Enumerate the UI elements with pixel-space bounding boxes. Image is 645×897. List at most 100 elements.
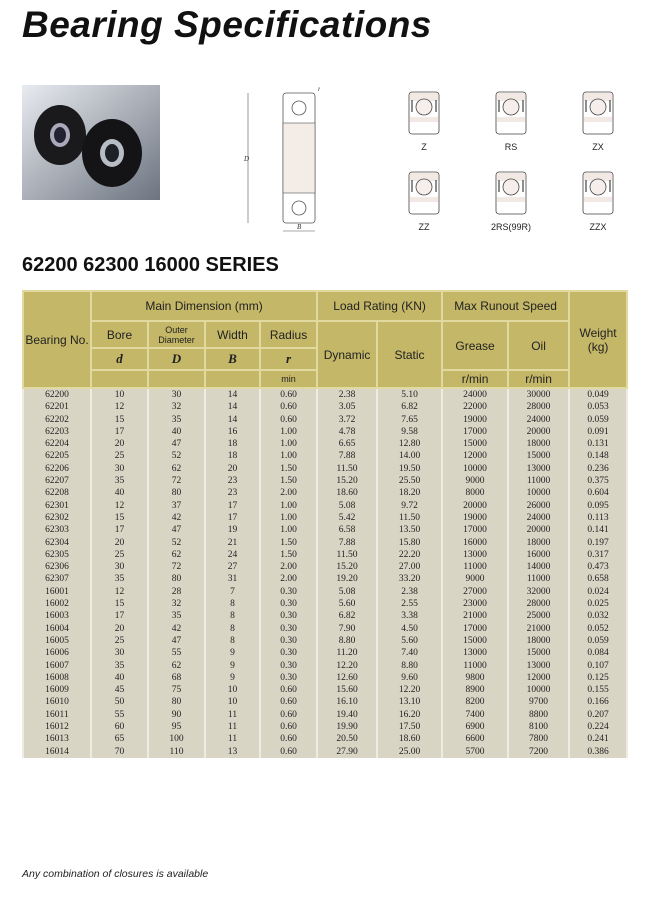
bearing-dimension-diagram: D d B r — [243, 85, 320, 232]
table-row: 62207 35 72 23 1.50 15.20 25.50 9000 11000 0.375 — [22, 475, 629, 488]
table-cell: 60 — [90, 721, 149, 734]
table-cell: 27000 — [441, 585, 510, 599]
table-cell: 8 — [204, 634, 261, 648]
table-cell: 1.00 — [258, 425, 319, 439]
table-cell: 7400 — [441, 708, 510, 722]
table-cell: 72 — [147, 475, 206, 488]
table-cell: 80 — [147, 696, 206, 709]
table-cell: 0.30 — [258, 634, 319, 648]
table-cell: 62307 — [22, 573, 92, 586]
table-cell: 15.80 — [376, 536, 444, 549]
table-cell: 15.20 — [316, 561, 379, 574]
table-cell: 0.658 — [568, 573, 629, 586]
table-cell: 16013 — [22, 733, 92, 746]
table-cell: 1.50 — [258, 548, 319, 562]
table-cell: 5700 — [441, 745, 510, 758]
table-cell: 19 — [204, 524, 261, 537]
table-row: 16006 30 55 9 0.30 11.20 7.40 13000 15000 0.084 — [22, 647, 629, 660]
table-cell: 30 — [90, 561, 149, 574]
table-cell: 11 — [204, 721, 261, 734]
table-cell: 0.224 — [568, 721, 629, 734]
table-cell: 19.90 — [316, 721, 379, 734]
table-cell: 62205 — [22, 450, 92, 463]
table-cell: 19.40 — [316, 708, 379, 722]
table-cell: 16009 — [22, 684, 92, 697]
header-blank — [147, 369, 206, 389]
table-cell: 5.60 — [376, 634, 444, 648]
table-row: 62306 30 72 27 2.00 15.20 27.00 11000 14000 0.473 — [22, 561, 629, 574]
table-cell: 5.08 — [316, 499, 379, 512]
closure-diagram-icon — [582, 91, 614, 135]
table-cell: 12.20 — [376, 684, 444, 697]
table-cell: 13 — [204, 745, 261, 758]
table-row: 16010 50 80 10 0.60 16.10 13.10 8200 9700 0.166 — [22, 696, 629, 709]
table-row: 62303 17 47 19 1.00 6.58 13.50 17000 20000 0.141 — [22, 524, 629, 537]
table-cell: 45 — [90, 684, 149, 697]
table-cell: 47 — [147, 634, 206, 648]
table-cell: 16011 — [22, 708, 92, 722]
table-cell: 35 — [147, 610, 206, 623]
table-cell: 62302 — [22, 511, 92, 525]
table-cell: 62 — [147, 659, 206, 672]
table-cell: 47 — [147, 438, 206, 451]
table-row: 62301 12 37 17 1.00 5.08 9.72 20000 26000 0.095 — [22, 499, 629, 512]
header-dynamic: Dynamic — [316, 320, 379, 389]
table-cell: 100 — [147, 733, 206, 746]
table-cell: 1.00 — [258, 499, 319, 512]
table-cell: 27.90 — [316, 745, 379, 758]
table-cell: 12 — [90, 401, 149, 414]
table-cell: 19000 — [441, 413, 510, 426]
table-cell: 62 — [147, 462, 206, 476]
closure-diagram-icon — [408, 91, 440, 135]
table-cell: 16004 — [22, 622, 92, 635]
header-blank — [90, 369, 149, 389]
table-cell: 0.059 — [568, 634, 629, 648]
table-cell: 24000 — [507, 413, 571, 426]
table-cell: 9 — [204, 659, 261, 672]
table-cell: 32 — [147, 401, 206, 414]
table-cell: 90 — [147, 708, 206, 722]
table-cell: 23 — [204, 487, 261, 500]
table-cell: 16000 — [441, 536, 510, 549]
table-cell: 12.60 — [316, 671, 379, 685]
table-row: 16005 25 47 8 0.30 8.80 5.60 15000 18000 0.059 — [22, 634, 629, 648]
table-cell: 52 — [147, 450, 206, 463]
table-cell: 12000 — [441, 450, 510, 463]
table-cell: 28000 — [507, 401, 571, 414]
table-row: 16014 70 110 13 0.60 27.90 25.00 5700 7200 0.386 — [22, 745, 629, 758]
table-row: 16007 35 62 9 0.30 12.20 8.80 11000 13000 0.107 — [22, 659, 629, 672]
table-cell: 32000 — [507, 585, 571, 599]
table-cell: 0.473 — [568, 561, 629, 574]
table-cell: 9700 — [507, 696, 571, 709]
table-cell: 20.50 — [316, 733, 379, 746]
table-cell: 26000 — [507, 499, 571, 512]
table-cell: 0.30 — [258, 671, 319, 685]
table-cell: 62208 — [22, 487, 92, 500]
header-main-dimension: Main Dimension (mm) — [89, 290, 319, 322]
table-cell: 23000 — [441, 598, 510, 611]
page-title: Bearing Specifications — [22, 4, 432, 45]
table-cell: 42 — [147, 622, 206, 635]
table-cell: 11.20 — [316, 647, 379, 660]
table-cell: 0.053 — [568, 401, 629, 414]
diagram-label-B: B — [297, 223, 302, 231]
table-cell: 17 — [90, 425, 149, 439]
table-cell: 28000 — [507, 598, 571, 611]
table-cell: 62202 — [22, 413, 92, 426]
header-weight: Weight (kg) — [568, 290, 629, 389]
table-cell: 2.00 — [258, 561, 319, 574]
header-rmin-grease: r/min — [441, 369, 510, 389]
table-cell: 13.10 — [376, 696, 444, 709]
table-cell: 0.60 — [258, 745, 319, 758]
table-cell: 15 — [90, 511, 149, 525]
table-cell: 0.60 — [258, 696, 319, 709]
table-cell: 3.38 — [376, 610, 444, 623]
table-cell: 21000 — [507, 622, 571, 635]
header-d: d — [90, 347, 149, 371]
table-cell: 42 — [147, 511, 206, 525]
table-cell: 0.107 — [568, 659, 629, 672]
table-cell: 7.88 — [316, 450, 379, 463]
header-r: r — [258, 347, 319, 371]
table-cell: 11000 — [441, 561, 510, 574]
table-cell: 0.141 — [568, 524, 629, 537]
